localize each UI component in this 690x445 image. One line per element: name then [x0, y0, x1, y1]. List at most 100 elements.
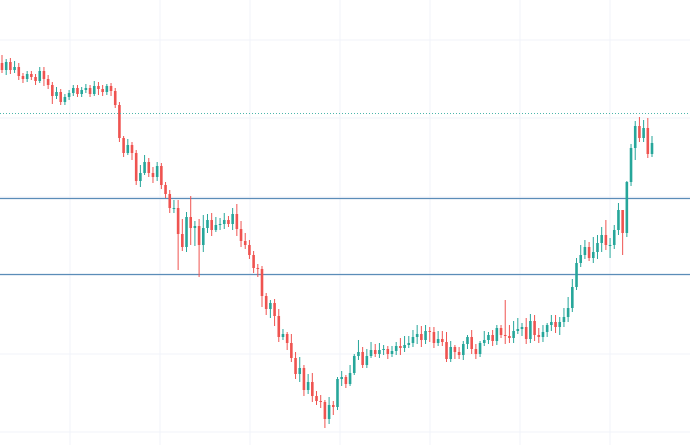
candle	[508, 325, 511, 343]
candle-body	[348, 373, 352, 384]
candle-body	[470, 337, 473, 349]
candle-body	[520, 327, 524, 329]
candle-body	[80, 90, 83, 94]
candle	[583, 240, 587, 259]
candle-body	[491, 335, 494, 341]
candle	[575, 258, 578, 290]
candle-body	[197, 226, 201, 245]
candle-body	[571, 287, 574, 308]
candle-body	[495, 328, 499, 341]
candle	[201, 215, 205, 252]
candle	[344, 375, 348, 388]
candle-body	[38, 71, 42, 81]
candle-body	[181, 234, 184, 247]
candle	[352, 354, 356, 375]
candle	[323, 400, 327, 428]
candle	[13, 61, 16, 73]
candle-body	[516, 329, 520, 331]
candle	[453, 345, 457, 359]
candle	[327, 397, 331, 424]
candle-body	[281, 334, 285, 337]
candle-body	[399, 346, 402, 348]
candle	[550, 315, 553, 331]
candle	[0, 55, 4, 73]
candle-body	[130, 145, 134, 153]
candle-body	[575, 263, 578, 287]
candle-body	[415, 334, 419, 337]
candle-body	[331, 405, 335, 407]
candle-body	[583, 247, 587, 255]
candle-body	[432, 332, 436, 343]
candle	[17, 63, 21, 80]
candle	[151, 167, 155, 183]
candle	[482, 331, 486, 346]
candle	[160, 163, 163, 189]
candle	[59, 89, 63, 105]
candle	[101, 85, 104, 96]
candle	[633, 121, 637, 160]
candle-body	[407, 343, 411, 345]
candle	[591, 237, 595, 263]
candle	[193, 221, 197, 246]
candle-body	[533, 321, 536, 335]
candle	[386, 346, 390, 359]
candle	[369, 342, 373, 358]
candle	[445, 332, 448, 362]
candle	[625, 181, 629, 237]
candle	[512, 321, 515, 343]
candle	[30, 71, 33, 80]
candle-body	[319, 401, 323, 402]
candle-body	[386, 349, 390, 354]
candle	[113, 88, 117, 108]
candle	[499, 325, 503, 338]
candle-body	[239, 229, 243, 241]
candle-body	[306, 382, 310, 390]
candle-body	[357, 352, 360, 356]
candle	[441, 331, 444, 346]
candle	[181, 219, 184, 251]
candle-body	[101, 89, 104, 92]
candle	[46, 75, 50, 89]
candle-body	[420, 334, 423, 340]
candle-body	[411, 337, 415, 343]
candle-body	[352, 356, 356, 373]
candle	[600, 227, 603, 252]
candle-body	[382, 349, 385, 350]
candle-body	[302, 368, 306, 390]
candle	[281, 329, 285, 340]
candle	[566, 297, 570, 322]
candle	[571, 279, 574, 312]
candle-body	[340, 377, 343, 379]
candle	[357, 340, 360, 360]
candle-body	[264, 296, 268, 309]
horizontal-levels[interactable]	[0, 197, 690, 276]
candle	[277, 309, 281, 342]
candle	[596, 235, 599, 259]
candle	[617, 203, 620, 235]
candle	[411, 330, 415, 347]
candle	[168, 190, 172, 213]
candle	[457, 347, 461, 359]
candle-body	[160, 166, 163, 185]
candle	[436, 331, 440, 346]
candle	[273, 299, 276, 326]
candle	[252, 251, 255, 273]
candle-body	[629, 148, 633, 182]
candle	[185, 212, 188, 252]
candle-body	[612, 230, 616, 245]
candle-body	[105, 86, 109, 92]
candle-body	[537, 335, 541, 337]
candle	[520, 323, 524, 336]
candle	[407, 336, 411, 348]
candle-body	[369, 350, 373, 356]
candle-body	[646, 128, 650, 154]
candle	[470, 330, 473, 354]
candle-body	[453, 347, 457, 352]
candle	[25, 71, 29, 82]
candle-body	[466, 337, 469, 344]
candle-body	[621, 210, 624, 233]
candle-body	[545, 325, 549, 332]
